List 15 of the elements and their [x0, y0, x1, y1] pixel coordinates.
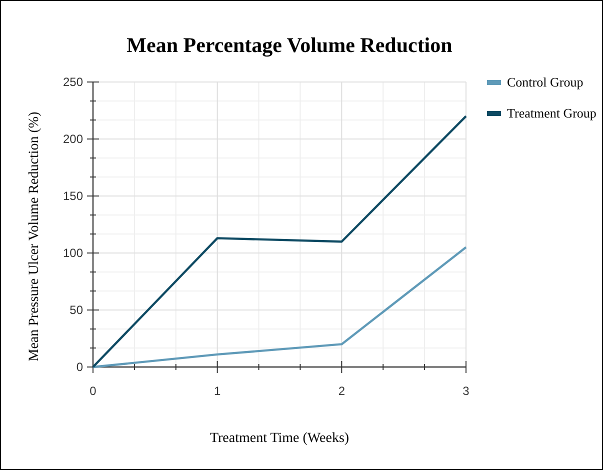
- y-tick-label: 150: [62, 189, 84, 204]
- chart-title: Mean Percentage Volume Reduction: [126, 33, 453, 57]
- x-tick-label: 2: [338, 384, 346, 398]
- x-axis-title: Treatment Time (Weeks): [210, 431, 350, 446]
- x-tick-label: 1: [214, 384, 221, 398]
- legend-label: Control Group: [507, 74, 584, 90]
- y-tick-label: 0: [76, 360, 84, 374]
- y-axis-title: Mean Pressure Ulcer Volume Reduction (%): [27, 111, 42, 362]
- y-tick-label: 50: [70, 303, 84, 318]
- y-tick-label: 200: [62, 132, 84, 146]
- y-tick-label: 250: [62, 75, 84, 90]
- x-tick-label: 3: [462, 384, 470, 398]
- legend-label: Treatment Group: [507, 106, 596, 121]
- x-tick-label: 0: [90, 384, 97, 398]
- y-tick-label: 100: [62, 246, 84, 260]
